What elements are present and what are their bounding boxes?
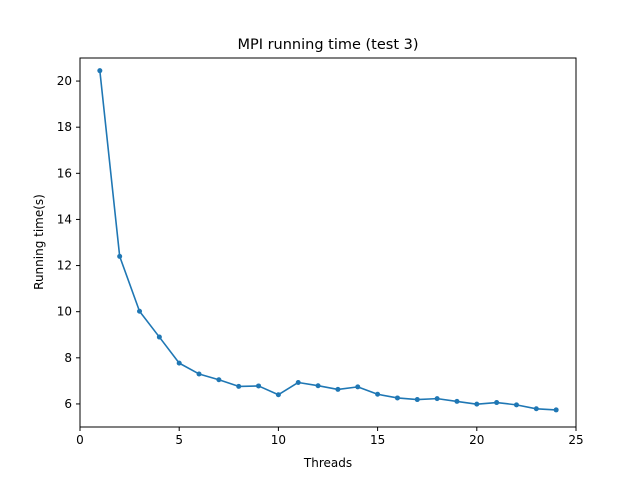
data-point: [513, 402, 519, 408]
data-point: [394, 395, 400, 401]
data-point: [355, 384, 361, 390]
data-point: [176, 360, 182, 366]
x-axis-ticks: 0 5 10 15 20 25: [76, 427, 584, 447]
x-tick-label: 20: [469, 433, 484, 447]
data-point: [454, 398, 460, 404]
data-point: [315, 383, 321, 389]
y-tick-label: 14: [57, 212, 72, 226]
data-point: [256, 383, 262, 389]
data-point: [414, 397, 420, 403]
series-line: [99, 70, 557, 411]
data-point: [236, 383, 242, 389]
y-tick-label: 20: [57, 74, 72, 88]
y-tick-label: 6: [64, 397, 72, 411]
chart-title: MPI running time (test 3): [237, 37, 418, 53]
x-tick-label: 0: [76, 433, 84, 447]
data-point: [275, 392, 281, 398]
data-point: [335, 386, 341, 392]
data-point: [137, 308, 143, 314]
x-axis-label: Threads: [303, 456, 352, 470]
y-tick-label: 18: [57, 120, 72, 134]
x-tick-label: 10: [271, 433, 286, 447]
data-point: [156, 334, 162, 340]
data-point: [533, 406, 539, 412]
y-axis-ticks: 6 8 10 12 14 16 18 20: [57, 74, 80, 411]
data-point: [474, 401, 480, 407]
data-point: [295, 379, 301, 385]
data-point: [97, 68, 103, 74]
data-point: [553, 407, 559, 413]
data-point: [117, 253, 123, 259]
plot-area: [79, 57, 577, 428]
data-point: [375, 391, 381, 397]
x-tick-label: 5: [175, 433, 183, 447]
data-point: [216, 377, 222, 383]
series-layer: [97, 68, 559, 413]
y-tick-label: 12: [57, 259, 72, 273]
y-axis-label: Running time(s): [32, 194, 46, 290]
y-tick-label: 16: [57, 166, 72, 180]
data-point: [196, 371, 202, 377]
y-tick-label: 8: [64, 351, 72, 365]
x-tick-label: 25: [568, 433, 583, 447]
y-tick-label: 10: [57, 305, 72, 319]
x-tick-label: 15: [370, 433, 385, 447]
data-point: [434, 396, 440, 402]
data-point: [494, 400, 500, 406]
